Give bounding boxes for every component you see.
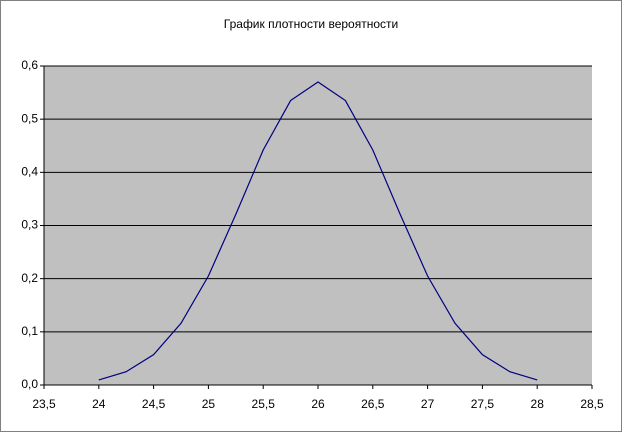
x-tick-label: 25,5 (252, 397, 276, 411)
x-tick-label: 23,5 (32, 397, 56, 411)
x-tick-label: 28,5 (580, 397, 604, 411)
chart-title: График плотности вероятности (224, 17, 398, 31)
y-tick-label: 0,6 (21, 58, 38, 72)
line (98, 81, 538, 381)
x-tick-label: 26,5 (361, 397, 385, 411)
x-tick-label: 24,5 (142, 397, 166, 411)
x-tick-label: 26 (311, 397, 325, 411)
y-tick-label: 0,5 (21, 111, 38, 125)
y-tick-label: 0,3 (21, 218, 38, 232)
x-tick-label: 25 (202, 397, 216, 411)
y-tick-label: 0,2 (21, 271, 38, 285)
x-tick-label: 24 (92, 397, 106, 411)
y-tick-label: 0,4 (21, 165, 38, 179)
x-tick-label: 28 (531, 397, 545, 411)
y-tick-label: 0,1 (21, 324, 38, 338)
x-tick-label: 27,5 (471, 397, 495, 411)
y-tick-label: 0,0 (21, 377, 38, 391)
x-tick-label: 27 (421, 397, 435, 411)
